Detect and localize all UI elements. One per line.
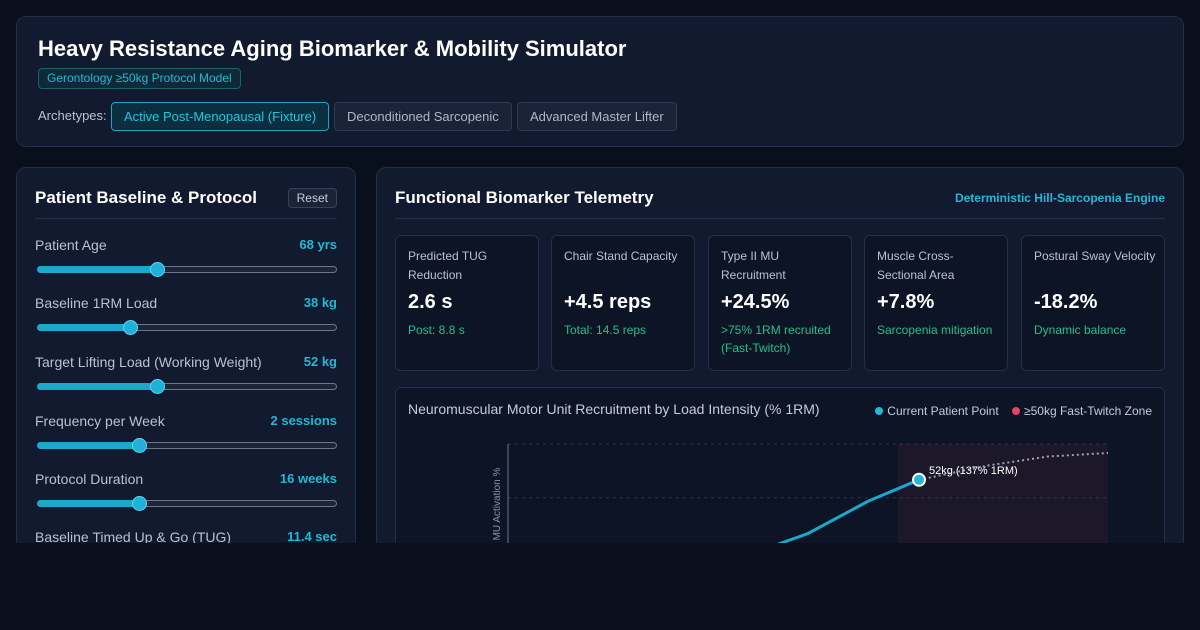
slider-fill	[37, 500, 139, 507]
metric-sub: >75% 1RM recruited (Fast-Twitch)	[721, 323, 831, 355]
duration-slider[interactable]	[37, 496, 337, 511]
recruitment-chart-card: Neuromuscular Motor Unit Recruitment by …	[395, 387, 1165, 543]
chart-legend: Current Patient Point ≥50kg Fast-Twitch …	[865, 404, 1152, 418]
param-frequency: Frequency per Week 2 sessions	[35, 413, 337, 457]
app-viewport: Heavy Resistance Aging Biomarker & Mobil…	[16, 16, 1184, 543]
engine-label: Deterministic Hill-Sarcopenia Engine	[954, 191, 1165, 205]
metric-value: +24.5%	[721, 291, 790, 313]
y-axis-label: MU Activation %	[492, 467, 503, 540]
slider-fill	[37, 324, 130, 331]
reset-button[interactable]: Reset	[287, 188, 337, 208]
baseline-panel: Patient Baseline & Protocol Reset Patien…	[16, 167, 356, 543]
fast-twitch-zone	[898, 444, 1108, 543]
archetype-button-deconditioned-sarcopenic[interactable]: Deconditioned Sarcopenic	[334, 102, 512, 131]
param-value: 52 kg	[303, 354, 337, 369]
panel-divider	[395, 218, 1165, 219]
param-label: Baseline Timed Up & Go (TUG)	[35, 529, 232, 543]
recruitment-curve-solid	[777, 478, 921, 543]
param-label: Target Lifting Load (Working Weight)	[35, 354, 262, 370]
metric-sub: Total: 14.5 reps	[564, 323, 647, 337]
archetype-button-advanced-master-lifter[interactable]: Advanced Master Lifter	[517, 102, 677, 131]
archetypes-label: Archetypes:	[38, 108, 107, 123]
baseline-panel-title: Patient Baseline & Protocol	[35, 188, 257, 207]
slider-fill	[37, 383, 157, 390]
param-value: 38 kg	[303, 295, 337, 310]
metric-value: +7.8%	[877, 291, 935, 313]
app-title: Heavy Resistance Aging Biomarker & Mobil…	[38, 36, 627, 61]
param-patient-age: Patient Age 68 yrs	[35, 237, 337, 281]
metric-card-type-ii-mu: Type II MU Recruitment +24.5% >75% 1RM r…	[708, 235, 852, 371]
param-target-load: Target Lifting Load (Working Weight) 52 …	[35, 354, 337, 398]
target-load-slider[interactable]	[37, 379, 337, 394]
metric-card-chair-stand: Chair Stand Capacity +4.5 reps Total: 14…	[551, 235, 695, 371]
param-label: Protocol Duration	[35, 471, 144, 487]
slider-thumb[interactable]	[150, 262, 165, 277]
param-value: 11.4 sec	[287, 529, 337, 543]
header-card: Heavy Resistance Aging Biomarker & Mobil…	[16, 16, 1184, 147]
legend-label-zone: ≥50kg Fast-Twitch Zone	[1024, 404, 1152, 418]
param-value: 68 yrs	[299, 237, 337, 252]
param-value: 16 weeks	[279, 471, 337, 486]
param-baseline-tug: Baseline Timed Up & Go (TUG) 11.4 sec	[35, 529, 337, 543]
archetype-button-active-post-menopausal[interactable]: Active Post-Menopausal (Fixture)	[111, 102, 330, 131]
legend-dot-current	[875, 407, 884, 415]
slider-thumb[interactable]	[132, 496, 147, 511]
slider-fill	[37, 442, 139, 449]
panel-divider	[35, 218, 337, 219]
chart-title: Neuromuscular Motor Unit Recruitment by …	[408, 401, 820, 417]
recruitment-chart-svg: MU Activation % 52kg (137% 1RM)	[492, 443, 1109, 543]
slider-thumb[interactable]	[123, 320, 138, 335]
patient-age-slider[interactable]	[37, 262, 337, 277]
metric-sub: Dynamic balance	[1034, 323, 1127, 337]
telemetry-panel-title: Functional Biomarker Telemetry	[395, 188, 654, 207]
metric-sub: Sarcopenia mitigation	[877, 323, 993, 337]
metric-label: Postural Sway Velocity	[1034, 249, 1156, 263]
param-label: Baseline 1RM Load	[35, 295, 158, 311]
metric-value: 2.6 s	[408, 291, 453, 313]
metric-card-postural-sway: Postural Sway Velocity -18.2% Dynamic ba…	[1021, 235, 1165, 371]
slider-thumb[interactable]	[150, 379, 165, 394]
recruitment-curve-projected	[918, 451, 1109, 481]
param-duration: Protocol Duration 16 weeks	[35, 471, 337, 515]
frequency-slider[interactable]	[37, 438, 337, 453]
baseline-1rm-slider[interactable]	[37, 320, 337, 335]
metric-card-muscle-csa: Muscle Cross-Sectional Area +7.8% Sarcop…	[864, 235, 1008, 371]
metric-label: Chair Stand Capacity	[564, 249, 678, 263]
metric-label: Predicted TUG Reduction	[408, 249, 488, 282]
metric-label: Muscle Cross-Sectional Area	[877, 249, 955, 282]
param-label: Patient Age	[35, 237, 107, 253]
slider-fill	[37, 266, 157, 273]
telemetry-panel: Functional Biomarker Telemetry Determini…	[376, 167, 1184, 543]
legend-label-current: Current Patient Point	[887, 404, 999, 418]
model-badge: Gerontology ≥50kg Protocol Model	[38, 68, 241, 89]
legend-item-current: Current Patient Point	[875, 404, 999, 418]
metric-label: Type II MU Recruitment	[721, 249, 786, 282]
current-point-label: 52kg (137% 1RM)	[929, 465, 1018, 477]
metric-value: -18.2%	[1034, 291, 1098, 313]
legend-dot-zone	[1012, 407, 1021, 415]
metric-sub: Post: 8.8 s	[408, 323, 465, 337]
legend-item-zone: ≥50kg Fast-Twitch Zone	[1012, 404, 1152, 418]
current-patient-point	[912, 472, 926, 487]
slider-thumb[interactable]	[132, 438, 147, 453]
param-value: 2 sessions	[270, 413, 338, 428]
metric-card-tug-reduction: Predicted TUG Reduction 2.6 s Post: 8.8 …	[395, 235, 539, 371]
param-baseline-1rm: Baseline 1RM Load 38 kg	[35, 295, 337, 339]
param-label: Frequency per Week	[35, 413, 165, 429]
metric-value: +4.5 reps	[564, 291, 652, 313]
